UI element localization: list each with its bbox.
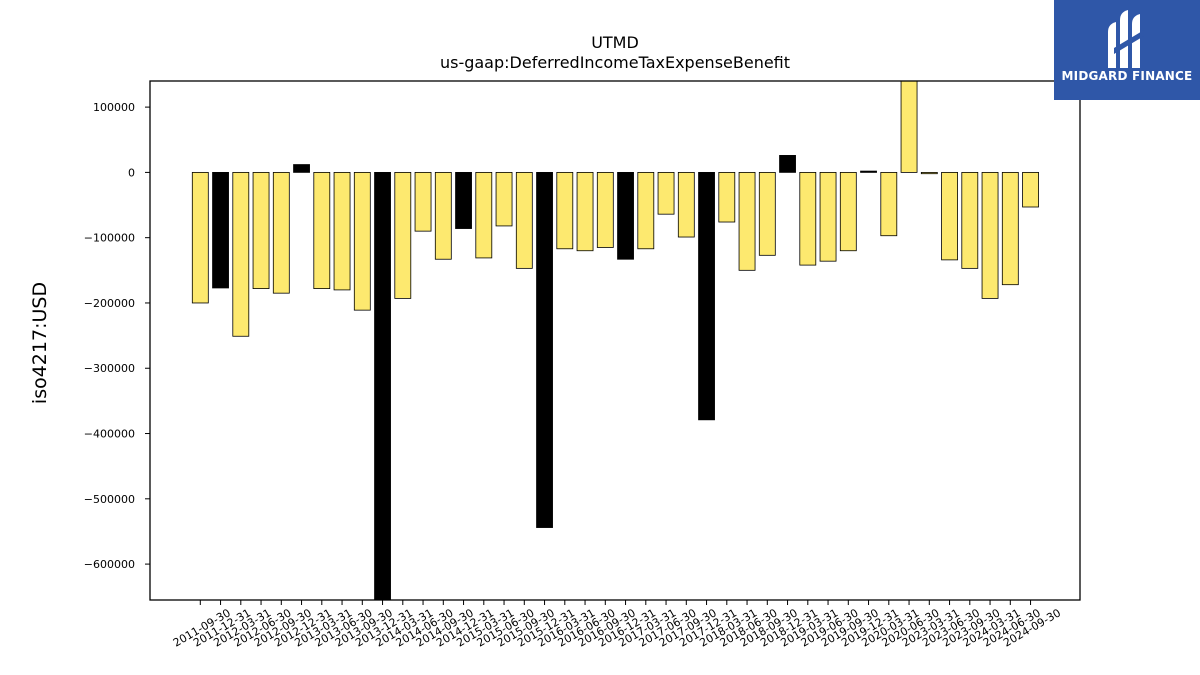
logo-text: MIDGARD FINANCE [1061, 69, 1193, 83]
bar [212, 171, 229, 289]
bar [313, 171, 331, 289]
bar [779, 155, 796, 173]
bar [455, 171, 472, 229]
bar [698, 171, 715, 421]
bar [880, 171, 898, 237]
bar [941, 171, 958, 261]
bar [617, 171, 634, 260]
bar [981, 171, 999, 299]
bar [576, 171, 594, 252]
bar [353, 171, 371, 311]
bar [293, 164, 310, 173]
bar [374, 171, 391, 601]
bar [860, 170, 877, 173]
midgard-logo: MIDGARD FINANCE [1054, 0, 1200, 100]
bar [232, 171, 250, 337]
bar [495, 171, 513, 227]
bar [738, 171, 756, 271]
bar [657, 171, 675, 215]
bar [718, 171, 736, 223]
bar [515, 171, 533, 269]
bar [394, 171, 412, 299]
y-tick-label: −600000 [84, 558, 135, 571]
y-tick-label: 0 [128, 166, 135, 179]
plot-frame [149, 80, 1081, 601]
y-tick-label: −400000 [84, 428, 135, 441]
y-tick-label: −100000 [84, 232, 135, 245]
chart-subtitle: us-gaap:DeferredIncomeTaxExpenseBenefit [440, 53, 790, 72]
bar [434, 171, 452, 260]
y-tick-label: 100000 [93, 101, 135, 114]
midgard-logo-icon [1108, 10, 1144, 68]
y-tick-label: −300000 [84, 362, 135, 375]
bar [414, 171, 432, 232]
bar [758, 171, 776, 256]
y-axis-label: iso4217:USD [29, 282, 51, 404]
bar [252, 171, 270, 289]
y-tick-label: −500000 [84, 493, 135, 506]
bar [191, 171, 209, 304]
chart-title: UTMD [591, 33, 639, 52]
y-axis: 100000 0 −100000 −200000 −300000 −400000 −5000… [84, 101, 150, 571]
bar [799, 171, 817, 266]
bar [1001, 171, 1019, 286]
bar [961, 171, 979, 269]
x-axis: 2011-09-302011-12-312012-03-312012-06-30… [171, 600, 1063, 650]
bar [333, 171, 351, 291]
bar [556, 171, 574, 250]
bar [637, 171, 655, 250]
bar [1022, 171, 1039, 208]
bar [596, 171, 614, 248]
bar [900, 80, 918, 173]
bar [839, 171, 857, 252]
bar [475, 171, 493, 259]
bar [819, 171, 837, 262]
bar [920, 171, 938, 175]
bar [677, 171, 695, 238]
bars-group [191, 80, 1039, 601]
bar [536, 171, 553, 528]
bar [272, 171, 290, 294]
y-tick-label: −200000 [84, 297, 135, 310]
